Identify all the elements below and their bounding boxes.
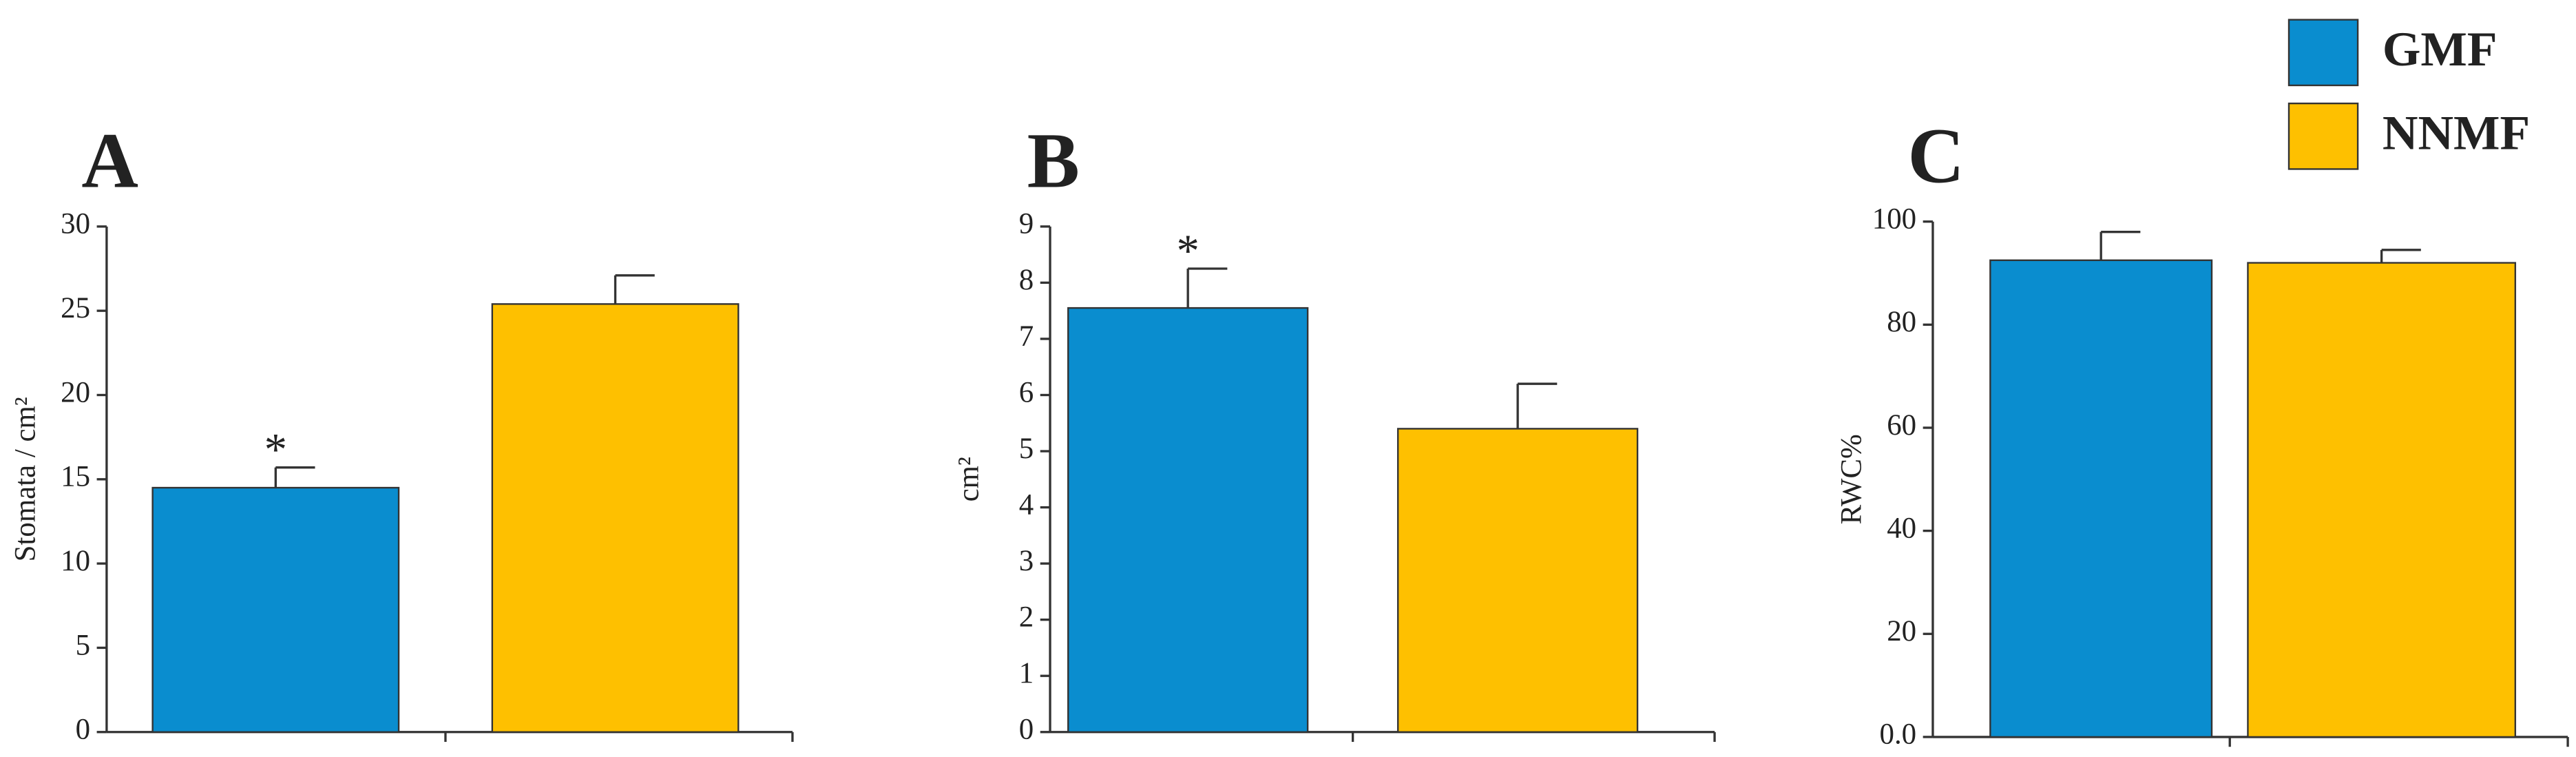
y-tick-label: 7	[1019, 320, 1034, 353]
bar	[491, 303, 740, 733]
y-tick-label: 0	[76, 714, 90, 746]
error-bar	[1516, 382, 1558, 429]
y-tick-label: 5	[76, 629, 90, 661]
y-tick-label: 25	[61, 292, 90, 324]
y-tick-label: 2	[1019, 601, 1034, 634]
y-tick-label: 80	[1887, 306, 1916, 338]
bar	[1067, 307, 1309, 733]
legend-label: NNMF	[2383, 106, 2530, 160]
error-bar	[2380, 249, 2421, 263]
y-tick-label: 3	[1019, 545, 1034, 577]
y-tick-label: 1	[1019, 657, 1034, 689]
y-tick-label: 40	[1887, 512, 1916, 544]
legend-swatch	[2287, 19, 2359, 87]
y-tick-label: 100	[1872, 203, 1916, 236]
y-tick-label: 0.0	[1880, 718, 1917, 751]
y-tick-label: 15	[61, 461, 90, 493]
y-axis-label: RWC%	[1835, 434, 1867, 524]
significance-mark: *	[264, 425, 287, 475]
panel-label: B	[1027, 117, 1080, 205]
error-bar	[614, 274, 655, 304]
significance-mark: *	[1176, 226, 1199, 276]
y-tick-label: 4	[1019, 488, 1034, 521]
y-axis-label: cm²	[952, 457, 985, 501]
y-tick-label: 20	[1887, 615, 1916, 647]
legend-label: GMF	[2383, 22, 2498, 76]
error-bar	[274, 466, 315, 488]
bar	[151, 486, 400, 733]
y-tick-label: 6	[1019, 376, 1034, 408]
y-tick-label: 0	[1019, 714, 1034, 746]
y-tick-label: 5	[1019, 433, 1034, 465]
bar	[2247, 262, 2517, 738]
y-axis-label: Stomata / cm²	[9, 397, 41, 561]
bar	[1989, 259, 2213, 738]
y-tick-label: 9	[1019, 208, 1034, 240]
y-tick-label: 20	[61, 376, 90, 408]
error-bar	[1186, 267, 1228, 309]
bar	[1396, 428, 1639, 733]
y-tick-label: 30	[61, 208, 90, 240]
panel-label: C	[1907, 112, 1965, 200]
panel-label: A	[81, 117, 138, 205]
error-bar	[2099, 231, 2141, 260]
y-tick-label: 8	[1019, 264, 1034, 296]
y-tick-label: 60	[1887, 409, 1916, 442]
legend-swatch	[2287, 102, 2359, 170]
y-tick-label: 10	[61, 545, 90, 577]
